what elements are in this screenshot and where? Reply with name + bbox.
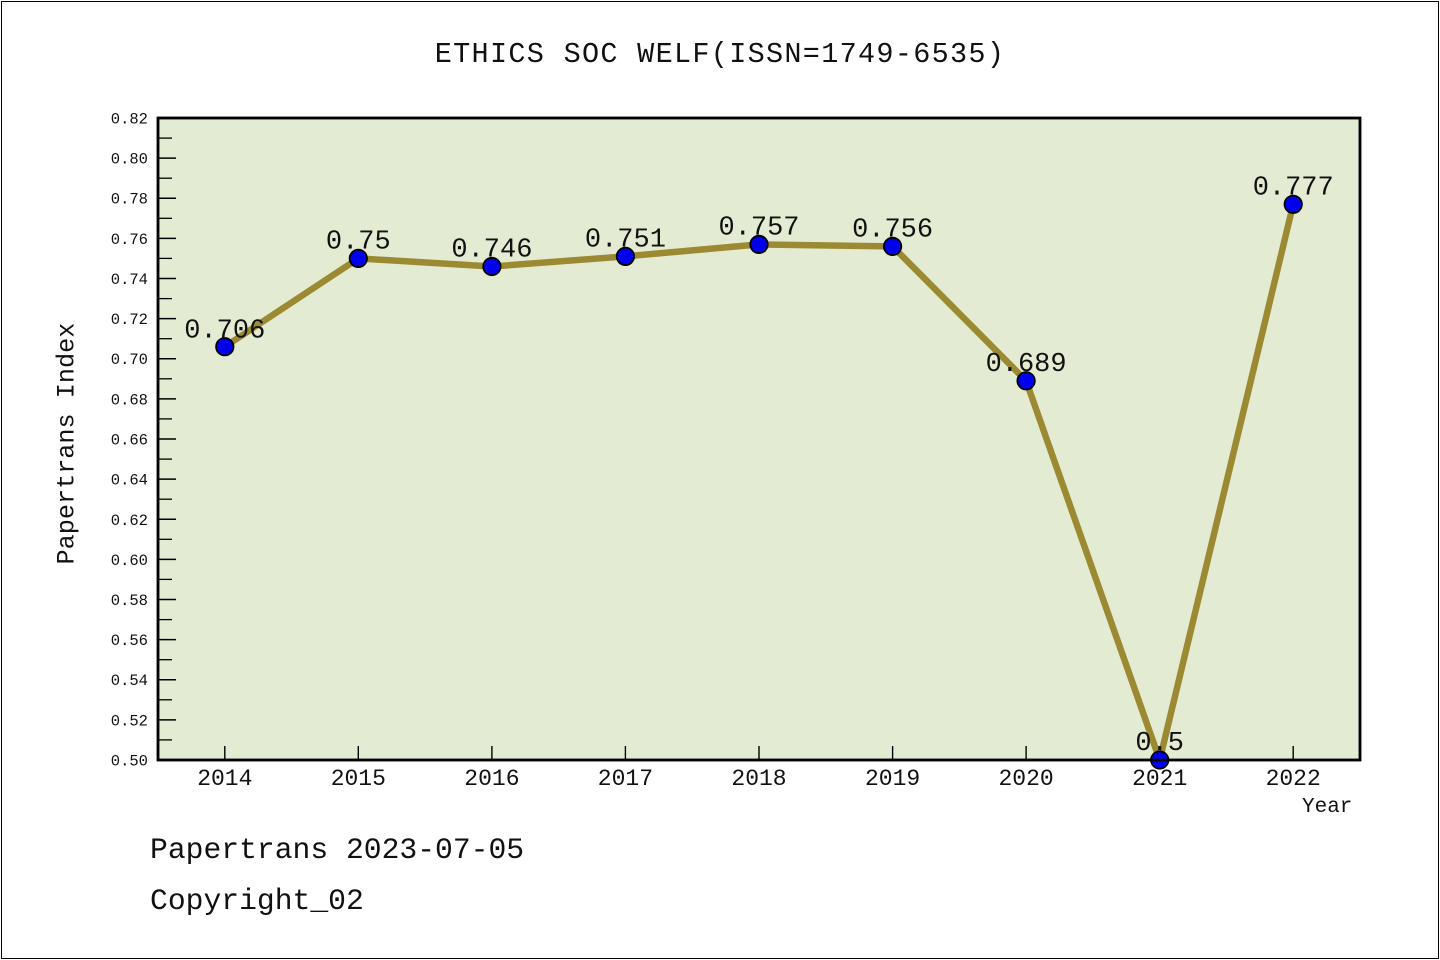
svg-text:0.52: 0.52 [111, 712, 148, 730]
svg-text:0.746: 0.746 [451, 236, 532, 266]
svg-text:0.751: 0.751 [585, 225, 666, 255]
svg-text:2022: 2022 [1266, 766, 1321, 792]
svg-text:0.5: 0.5 [1135, 729, 1184, 759]
svg-text:0.72: 0.72 [111, 311, 148, 329]
svg-text:0.70: 0.70 [111, 351, 148, 369]
svg-text:0.66: 0.66 [111, 432, 148, 450]
svg-text:0.68: 0.68 [111, 391, 148, 409]
svg-text:0.54: 0.54 [111, 672, 148, 690]
svg-text:2018: 2018 [731, 766, 786, 792]
svg-text:0.56: 0.56 [111, 632, 148, 650]
svg-text:2014: 2014 [197, 766, 252, 792]
svg-text:2015: 2015 [331, 766, 386, 792]
svg-text:0.74: 0.74 [111, 271, 148, 289]
svg-text:0.58: 0.58 [111, 592, 148, 610]
svg-text:0.64: 0.64 [111, 472, 148, 490]
svg-text:2021: 2021 [1132, 766, 1187, 792]
svg-text:2016: 2016 [464, 766, 519, 792]
svg-text:0.706: 0.706 [184, 317, 265, 347]
svg-text:0.78: 0.78 [111, 191, 148, 209]
svg-text:0.62: 0.62 [111, 512, 148, 530]
svg-text:0.777: 0.777 [1253, 173, 1334, 203]
svg-text:0.757: 0.757 [718, 213, 799, 243]
svg-text:2017: 2017 [598, 766, 653, 792]
svg-text:0.76: 0.76 [111, 231, 148, 249]
svg-text:0.80: 0.80 [111, 151, 148, 169]
svg-text:0.50: 0.50 [111, 753, 148, 771]
svg-text:0.82: 0.82 [111, 111, 148, 129]
svg-text:2020: 2020 [998, 766, 1053, 792]
svg-text:0.756: 0.756 [852, 215, 933, 245]
svg-text:0.75: 0.75 [326, 227, 391, 257]
svg-text:0.60: 0.60 [111, 552, 148, 570]
svg-text:0.689: 0.689 [986, 350, 1067, 380]
svg-text:2019: 2019 [865, 766, 920, 792]
